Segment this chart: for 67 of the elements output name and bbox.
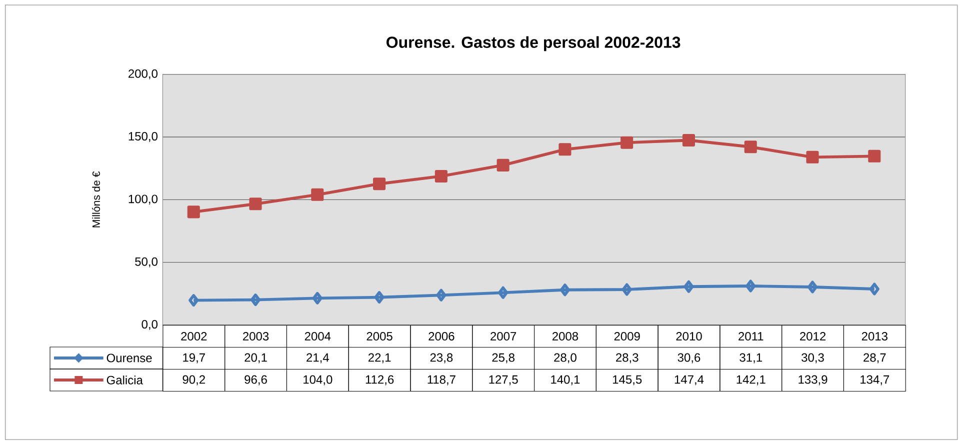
x-tick-label: 2005	[366, 332, 392, 341]
data-label: 127,5	[489, 375, 518, 386]
point	[806, 150, 819, 164]
y-tick-label: 100,0	[128, 194, 158, 205]
point	[744, 140, 757, 154]
legend-label: Ourense	[106, 354, 152, 362]
point	[684, 280, 694, 293]
data-label: 96,6	[244, 375, 267, 386]
data-label: 118,7	[428, 375, 456, 386]
data-label: 19,7	[183, 353, 205, 364]
data-label: 28,7	[864, 353, 886, 364]
data-label: 23,8	[430, 353, 453, 364]
x-tick-label: 2007	[490, 332, 516, 341]
data-label: 147,4	[674, 375, 704, 386]
point	[374, 291, 384, 304]
data-label: 134,7	[860, 375, 890, 386]
data-label: 145,5	[613, 375, 642, 386]
point	[312, 292, 322, 304]
y-tick-label: 200,0	[128, 69, 158, 80]
x-tick-label: 2002	[181, 332, 207, 341]
point	[682, 134, 695, 147]
x-tick-label: 2013	[862, 332, 888, 341]
point	[250, 294, 261, 306]
data-label: 30,3	[802, 353, 824, 364]
x-tick-label: 2004	[304, 332, 331, 341]
point	[187, 206, 200, 218]
data-label: 28,3	[616, 353, 638, 364]
chart-title: Ourense. Gastos de persoal 2002-2013	[386, 36, 680, 52]
y-tick-label: 50,0	[135, 257, 158, 268]
x-tick-label: 2008	[552, 332, 578, 341]
point	[436, 288, 446, 302]
point	[558, 143, 572, 156]
point	[373, 178, 386, 190]
x-tick-label: 2010	[676, 332, 702, 341]
data-label: 21,4	[306, 353, 329, 364]
data-label: 142,1	[736, 375, 766, 386]
data-label: 25,8	[492, 353, 514, 364]
point	[560, 284, 570, 296]
data-label: 28,0	[554, 353, 576, 364]
data-label: 140,1	[551, 375, 580, 386]
data-label: 20,1	[244, 353, 267, 364]
point	[620, 136, 634, 149]
x-tick-label: 2003	[243, 332, 269, 341]
point	[249, 198, 262, 210]
x-tick-label: 2012	[800, 332, 826, 341]
point	[868, 150, 881, 162]
point	[807, 280, 818, 294]
point	[746, 280, 756, 292]
y-tick-label: 150,0	[128, 132, 158, 142]
point	[622, 283, 632, 296]
point	[311, 188, 324, 201]
data-label: 22,1	[368, 353, 391, 364]
point	[498, 286, 508, 299]
y-axis-title: Millóns de €	[92, 171, 100, 228]
data-label: 133,9	[798, 375, 828, 386]
legend-label: Galicia	[106, 376, 143, 384]
x-tick-label: 2011	[738, 332, 764, 341]
point	[434, 170, 448, 182]
data-label: 31,1	[740, 353, 762, 364]
data-label: 30,6	[678, 353, 700, 364]
data-label: 112,6	[366, 375, 394, 386]
x-tick-label: 2006	[428, 332, 454, 341]
y-tick-label: 0,0	[142, 320, 158, 330]
x-tick-label: 2009	[614, 332, 640, 341]
data-label: 104,0	[304, 375, 332, 386]
point	[496, 158, 510, 172]
data-label: 90,2	[182, 375, 205, 386]
